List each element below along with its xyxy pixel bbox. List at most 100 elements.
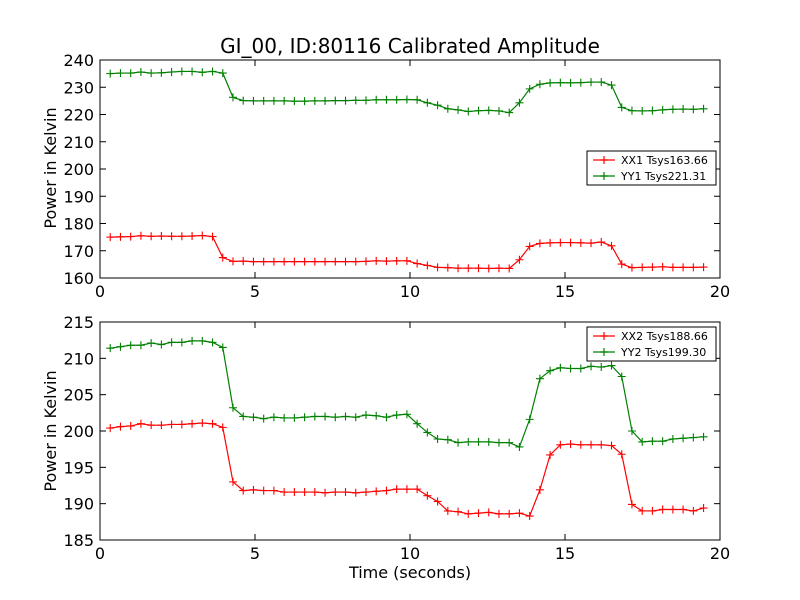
data-point (341, 412, 350, 421)
data-point (576, 78, 585, 87)
data-point (627, 500, 636, 509)
data-point (494, 438, 503, 447)
data-point (239, 257, 248, 266)
y-tick-label: 200 (63, 422, 94, 441)
legend-marker-xx2 (600, 332, 608, 340)
data-point (249, 485, 258, 494)
data-point (627, 263, 636, 272)
data-point (392, 256, 401, 265)
data-point (116, 342, 125, 351)
data-point (443, 263, 452, 272)
data-point (269, 486, 278, 495)
data-point (218, 69, 227, 78)
data-point (361, 488, 370, 497)
data-point (136, 231, 145, 240)
chart-top-title: GI_00, ID:80116 Calibrated Amplitude (220, 34, 600, 58)
data-point (331, 257, 340, 266)
data-point (423, 491, 432, 500)
data-point (280, 257, 289, 266)
data-point (157, 421, 166, 430)
data-point (218, 423, 227, 432)
data-point (228, 403, 237, 412)
data-point (188, 232, 197, 241)
data-point (382, 257, 391, 266)
chart-top-ylabel: Power in Kelvin (41, 107, 60, 228)
data-point (126, 69, 135, 78)
data-point (392, 485, 401, 494)
data-point (188, 336, 197, 345)
y-tick-label: 185 (63, 531, 94, 550)
data-point (321, 96, 330, 105)
data-point (668, 505, 677, 514)
data-point (597, 78, 606, 87)
data-point (546, 238, 555, 247)
data-point (269, 413, 278, 422)
data-point (321, 488, 330, 497)
data-point (361, 411, 370, 420)
data-point (474, 106, 483, 115)
data-point (177, 232, 186, 241)
x-tick-label: 10 (400, 282, 420, 301)
chart-bottom-frame (99, 321, 721, 541)
legend-box (586, 326, 717, 362)
chart-top-ticks: 0 5 10 15 20 160 170 180 190 200 210 220 230 240 (63, 51, 730, 301)
y-tick-label: 230 (63, 78, 94, 97)
y-tick-label: 170 (63, 242, 94, 261)
data-point (638, 263, 647, 272)
data-point (423, 98, 432, 107)
data-point (382, 413, 391, 422)
data-point (515, 509, 524, 518)
data-point (413, 95, 422, 104)
data-point (699, 504, 708, 513)
chart-top: GI_00, ID:80116 Calibrated Amplitude Pow… (41, 34, 730, 301)
data-point (648, 106, 657, 115)
data-point (177, 338, 186, 347)
data-point (208, 338, 217, 347)
data-point (106, 424, 115, 433)
data-point (525, 242, 534, 251)
data-point (535, 485, 544, 494)
data-point (126, 421, 135, 430)
data-point (351, 488, 360, 497)
data-point (147, 69, 156, 78)
data-point (484, 264, 493, 273)
data-point (464, 264, 473, 273)
x-tick-label: 0 (95, 282, 105, 301)
data-point (699, 104, 708, 113)
data-point (607, 81, 616, 90)
chart-bottom-legend: XX2 Tsys188.66 YY2 Tsys199.30 (586, 326, 717, 362)
data-point (300, 257, 309, 266)
data-point (147, 421, 156, 430)
data-point (484, 508, 493, 517)
data-point (597, 238, 606, 247)
data-point (228, 477, 237, 486)
y-tick-label: 200 (63, 160, 94, 179)
data-point (341, 257, 350, 266)
data-point (310, 96, 319, 105)
data-point (566, 440, 575, 449)
data-point (617, 103, 626, 112)
data-point (535, 374, 544, 383)
data-point (689, 506, 698, 515)
data-point (239, 412, 248, 421)
data-point (668, 263, 677, 272)
data-point (454, 438, 463, 447)
data-point (566, 78, 575, 87)
x-tick-label: 15 (555, 282, 575, 301)
data-point (136, 419, 145, 428)
data-point (454, 264, 463, 273)
data-point (351, 413, 360, 422)
data-point (648, 437, 657, 446)
data-point (474, 264, 483, 273)
data-point (290, 97, 299, 106)
data-point (433, 101, 442, 110)
data-point (372, 256, 381, 265)
data-point (198, 68, 207, 77)
y-tick-label: 190 (63, 495, 94, 514)
y-tick-label: 160 (63, 269, 94, 288)
data-point (413, 419, 422, 428)
data-point (361, 257, 370, 266)
data-point (157, 340, 166, 349)
data-point (679, 505, 688, 514)
data-point (597, 440, 606, 449)
